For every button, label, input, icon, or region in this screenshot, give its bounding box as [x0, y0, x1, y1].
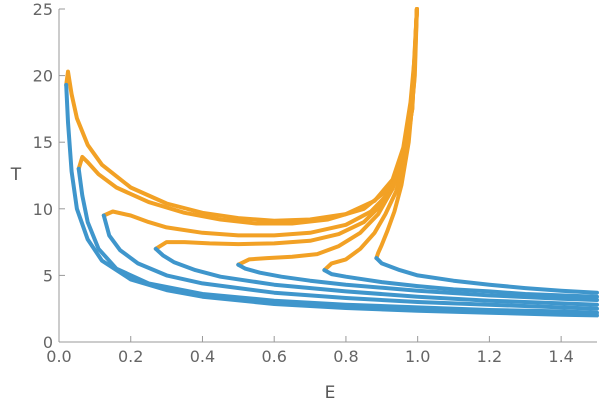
- series-blue-13: [374, 256, 599, 295]
- y-tick-label: 0: [43, 333, 53, 352]
- x-tick-label: 0.2: [118, 347, 143, 366]
- x-tick-label: 0.0: [46, 347, 71, 366]
- y-tick-label: 20: [33, 67, 53, 86]
- y-tick-label: 5: [43, 266, 53, 285]
- x-axis-title: E: [325, 383, 336, 403]
- y-axis-title: T: [10, 165, 22, 185]
- series-orange-12: [374, 7, 419, 261]
- series-blue-1: [64, 82, 599, 318]
- series-blue-11: [322, 268, 599, 299]
- series-blue-7: [153, 246, 599, 307]
- x-tick-label: 1.2: [477, 347, 502, 366]
- y-tick-label: 10: [33, 200, 53, 219]
- series-blue-3: [76, 166, 599, 315]
- y-tick-label: 15: [33, 133, 53, 152]
- x-tick-label: 1.4: [548, 347, 573, 366]
- series-layer: [64, 7, 599, 318]
- x-tick-label: 1.0: [405, 347, 430, 366]
- axes: [58, 9, 597, 343]
- y-ticks: 0 5 10 15 20 25: [33, 0, 65, 352]
- series-orange-2: [76, 7, 419, 226]
- x-ticks: 0.0 0.2 0.4 0.6 0.8 1.0 1.2 1.4: [46, 336, 574, 366]
- x-tick-label: 0.8: [333, 347, 358, 366]
- x-tick-label: 0.6: [261, 347, 286, 366]
- series-blue-9: [236, 262, 599, 302]
- x-tick-label: 0.4: [190, 347, 215, 366]
- series-blue-5: [101, 213, 599, 311]
- y-tick-label: 25: [33, 0, 53, 19]
